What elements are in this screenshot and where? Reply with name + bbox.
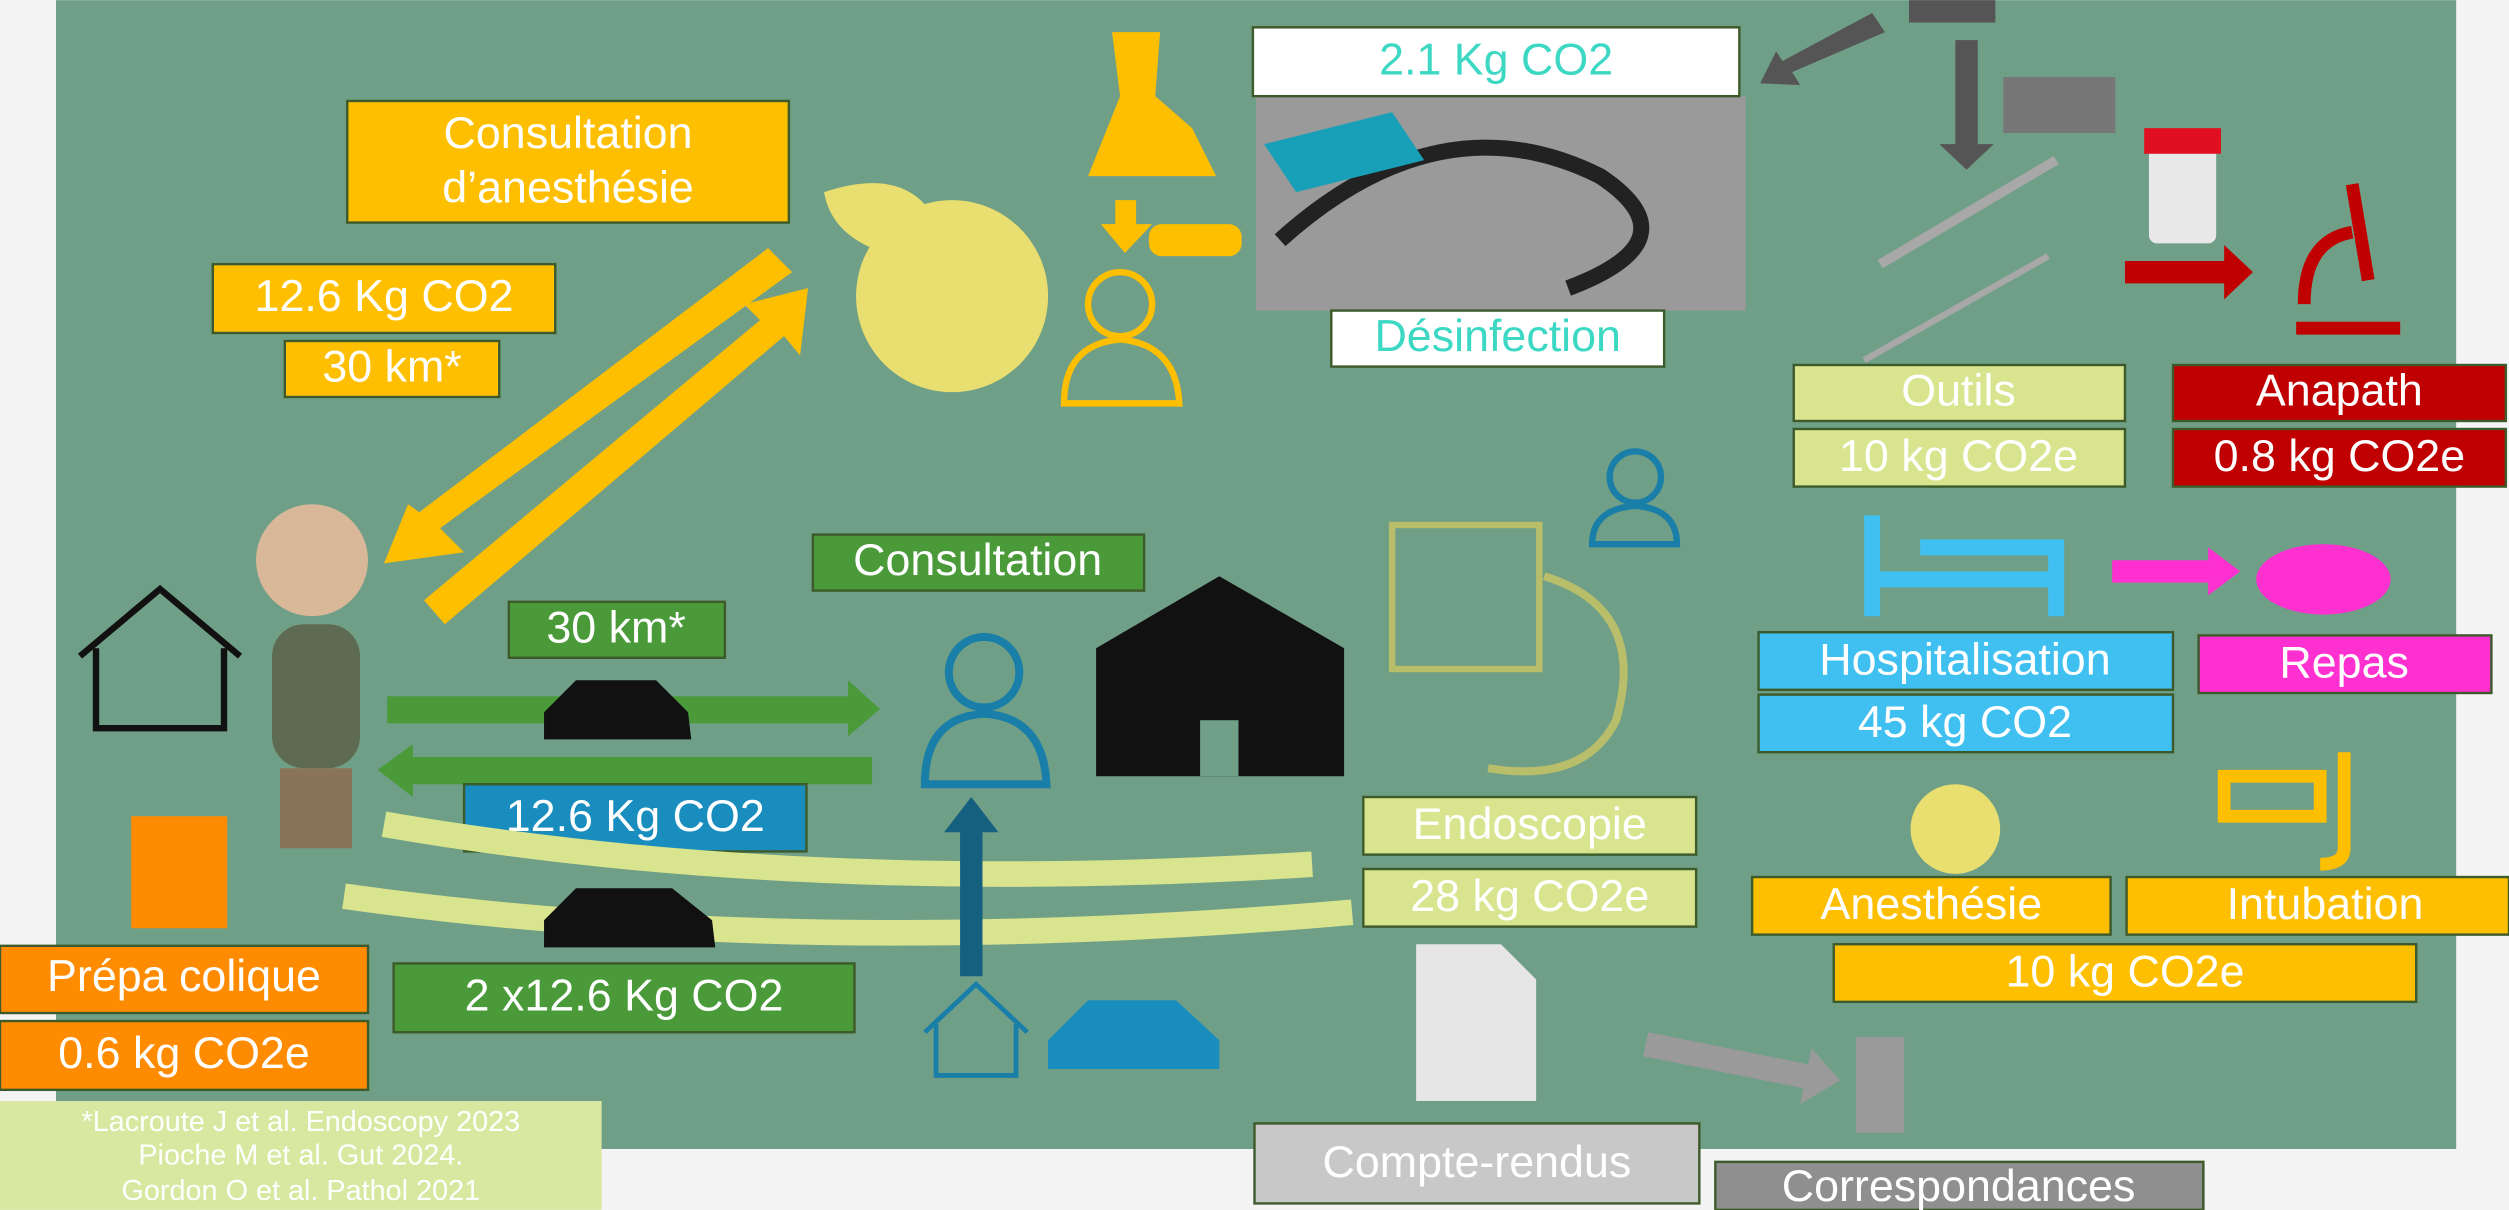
consultation-co2: 12.6 Kg CO2 [506, 791, 765, 841]
prep-label: Prépa colique [47, 951, 321, 1001]
hospital-icon [1200, 720, 1238, 776]
prep-co2: 0.6 kg CO2e [58, 1028, 310, 1078]
beaker-icon [131, 816, 227, 928]
consultation-title: Consultation [853, 535, 1102, 585]
meal-icon [2256, 544, 2390, 614]
pathology-label: Anapath [2256, 366, 2423, 416]
letters-label: Correspondances [1782, 1161, 2136, 1210]
endoscopy-label: Endoscopie [1413, 799, 1647, 849]
hospital-co2: 45 kg CO2 [1858, 697, 2072, 747]
reference: Pioche M et al. Gut 2024. [138, 1140, 463, 1172]
anesthesia-consult-title: Consultation [444, 108, 693, 158]
trip-co2: 2 x12.6 Kg CO2 [465, 970, 784, 1020]
car-icon [1149, 224, 1242, 256]
hospital-label: Hospitalisation [1819, 634, 2110, 684]
anesthesia-consult-title: d’anesthésie [442, 162, 694, 212]
endoscopy-co2: 28 kg CO2e [1410, 871, 1649, 921]
network-icon [1856, 1037, 1904, 1133]
tools-co2: 10 kg CO2e [1839, 431, 2078, 481]
anesthesia-icon [1911, 784, 2001, 874]
anesthesia-consult-distance: 30 km* [322, 342, 461, 392]
disinfection-co2: 2.1 Kg CO2 [1379, 34, 1613, 84]
reference: *Lacroute J et al. Endoscopy 2023 [81, 1106, 520, 1138]
anesthesia-label: Anesthésie [1821, 879, 2043, 929]
intubation-co2: 10 kg CO2e [2005, 946, 2244, 996]
patient-figure [280, 768, 352, 848]
report-label: Compte-rendus [1323, 1137, 1632, 1187]
tools-label: Outils [1901, 366, 2016, 416]
container-icon [2144, 128, 2221, 154]
reference: Gordon O et al. Pathol 2021 [122, 1175, 481, 1207]
patient-figure [272, 624, 360, 768]
consultation-distance: 30 km* [546, 602, 685, 652]
meal-label: Repas [2279, 638, 2409, 688]
intubation-label: Intubation [2227, 879, 2424, 929]
anesthesia-consult-co2: 12.6 Kg CO2 [255, 271, 514, 321]
pathology-co2: 0.8 kg CO2e [2214, 431, 2466, 481]
disinfection-label: Désinfection [1374, 311, 1621, 361]
factory-icon [1909, 0, 1995, 22]
diagram: 2.1 Kg CO2 Désinfection Consultation d’a… [0, 0, 2509, 1210]
patient-figure [256, 504, 368, 616]
document-icon [1416, 944, 1536, 1101]
truck-icon [2003, 77, 2115, 133]
